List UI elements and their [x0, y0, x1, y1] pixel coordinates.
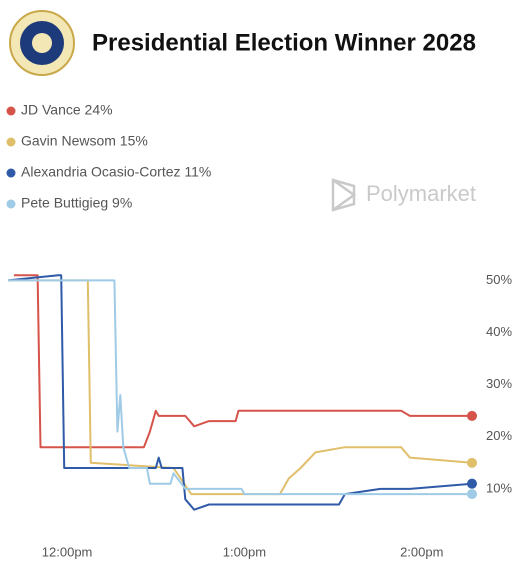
y-tick-label: 20%: [486, 428, 512, 443]
series-line: [7, 274, 473, 511]
chart-title: Presidential Election Winner 2028: [92, 29, 476, 56]
end-point: [467, 478, 477, 489]
series-line: [13, 274, 472, 449]
series-line: [8, 279, 473, 496]
watermark: Polymarket: [331, 178, 476, 212]
x-tick-label: 12:00pm: [42, 544, 93, 559]
end-point: [467, 457, 477, 468]
legend-label: Pete Buttigieg 9%: [21, 195, 132, 211]
seal-eagle: [32, 33, 52, 53]
legend-marker: [6, 137, 16, 147]
series-line: [8, 279, 472, 496]
y-tick-label: 10%: [486, 480, 512, 495]
end-point: [467, 410, 477, 421]
legend-marker: [6, 106, 16, 116]
end-point: [467, 489, 477, 500]
seal: [9, 10, 75, 76]
y-tick-label: 30%: [486, 376, 512, 391]
y-tick-label: 50%: [486, 272, 512, 287]
legend-label: Gavin Newsom 15%: [21, 133, 148, 149]
legend-label: Alexandria Ocasio-Cortez 11%: [21, 164, 211, 180]
y-tick-label: 40%: [486, 324, 512, 339]
watermark-icon: [331, 178, 357, 212]
x-tick-label: 2:00pm: [400, 544, 443, 559]
legend-label: JD Vance 24%: [21, 102, 113, 118]
watermark-text: Polymarket: [366, 181, 476, 206]
legend-marker: [6, 168, 16, 178]
legend-marker: [6, 199, 16, 209]
x-tick-label: 1:00pm: [223, 544, 266, 559]
